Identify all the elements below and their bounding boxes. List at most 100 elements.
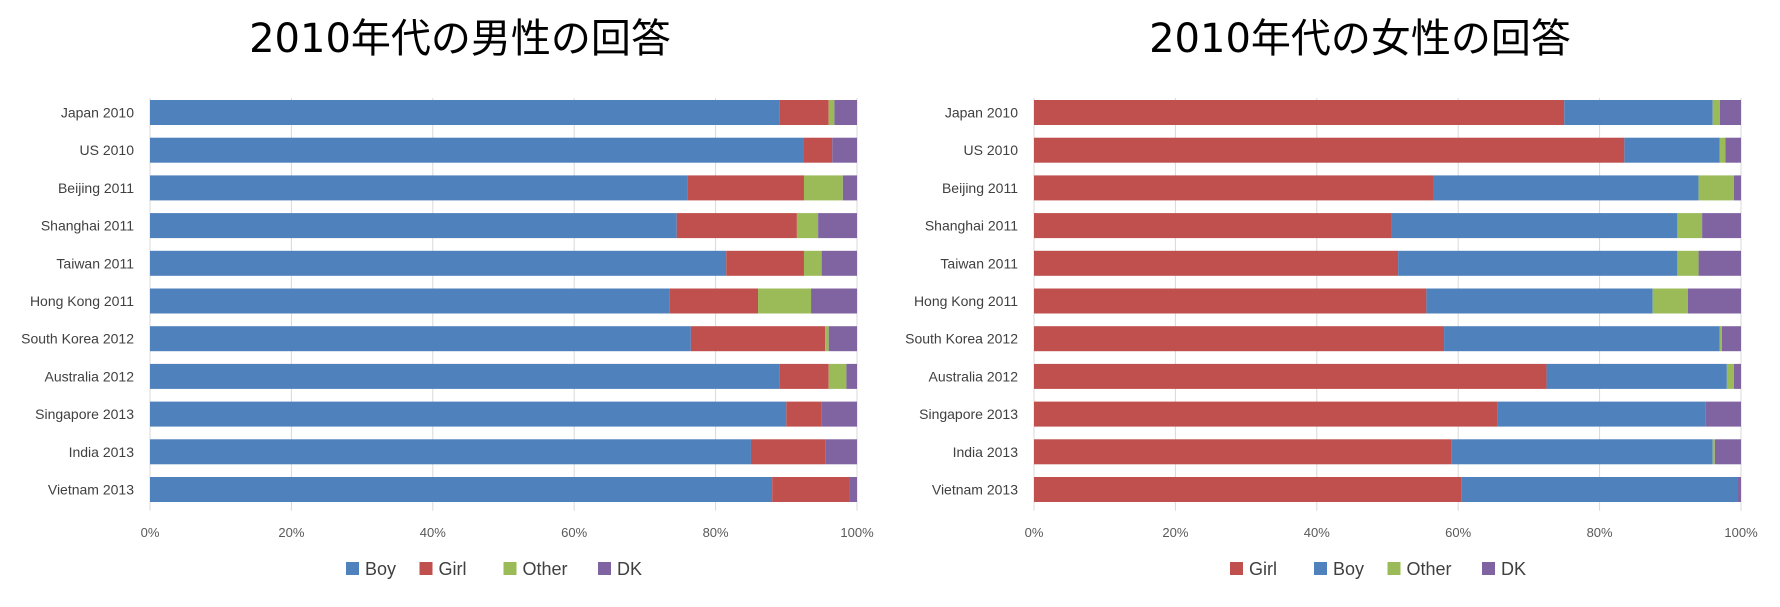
category-label: Shanghai 2011 [41, 218, 134, 234]
legend-label: Other [1407, 559, 1452, 579]
bar-segment-dk [1698, 250, 1741, 276]
x-tick-label: 20% [278, 525, 304, 540]
bar-segment-other [758, 288, 812, 314]
bar-segment-boy [150, 439, 751, 465]
category-label: Taiwan 2011 [940, 255, 1018, 271]
bar-segment-dk [1721, 326, 1741, 352]
bar-segment-girl [1034, 250, 1399, 276]
bar-segment-girl [669, 288, 759, 314]
legend-swatch [503, 562, 517, 575]
category-label: Vietnam 2013 [932, 482, 1018, 498]
legend-label: Girl [439, 559, 467, 579]
bar-segment-girl [750, 439, 826, 465]
bar-segment-girl [1034, 288, 1427, 314]
bar-segment-other [825, 326, 829, 352]
x-tick-label: 100% [840, 525, 874, 540]
legend-swatch [419, 562, 433, 575]
bar-segment-boy [1497, 401, 1706, 427]
bar-segment-boy [1564, 100, 1713, 125]
bar-segment-other [1719, 137, 1726, 163]
bar-segment-dk [849, 477, 857, 502]
bar-segment-boy [150, 175, 688, 201]
category-label: Vietnam 2013 [48, 482, 134, 498]
bar-segment-boy [150, 326, 691, 352]
category-label: US 2010 [964, 142, 1019, 158]
bar-segment-dk [1687, 288, 1741, 314]
bar-segment-other [828, 100, 835, 125]
legend-swatch [346, 562, 359, 575]
legend-label: Boy [1333, 559, 1364, 579]
bar-segment-boy [1426, 288, 1653, 314]
chart-1: 2010年代の男性の回答 0% 20% 40% 60% 80% 100% Japan 2010… [21, 16, 874, 579]
category-label: Taiwan 2011 [56, 255, 134, 271]
category-label: Hong Kong 2011 [30, 293, 134, 309]
bar-segment-boy [1433, 175, 1699, 201]
category-label: India 2013 [69, 444, 135, 460]
category-label: Beijing 2011 [58, 180, 134, 196]
bar-segment-dk [1725, 137, 1741, 163]
x-tick-label: 40% [420, 525, 446, 540]
x-tick-label: 80% [1587, 525, 1613, 540]
bar-segment-boy [1461, 477, 1738, 502]
bar-segment-girl [1034, 175, 1434, 201]
legend-label: DK [1501, 559, 1526, 579]
bar-segment-boy [1451, 439, 1713, 465]
category-label: US 2010 [80, 142, 135, 158]
bar-segment-dk [828, 326, 857, 352]
bar-segment-dk [834, 100, 857, 125]
legend-swatch [598, 562, 611, 575]
bar-segment-dk [1733, 363, 1741, 389]
legend: Boy Girl Other DK [346, 559, 642, 579]
bar-segment-girl [1034, 363, 1547, 389]
x-tick-label: 80% [703, 525, 729, 540]
legend-swatch [1230, 562, 1243, 575]
bar-segment-girl [1034, 401, 1498, 427]
category-label: India 2013 [953, 444, 1019, 460]
bar-segment-other [803, 250, 822, 276]
x-tick-label: 60% [1445, 525, 1471, 540]
bar-segment-boy [1398, 250, 1678, 276]
bar-segment-girl [1034, 477, 1462, 502]
bar-segment-girl [676, 213, 797, 239]
bar-segment-girl [690, 326, 826, 352]
bar-segment-other [803, 175, 843, 201]
category-label: Singapore 2013 [919, 406, 1018, 422]
bar-segment-girl [803, 137, 833, 163]
bar-segment-girl [1034, 326, 1445, 352]
legend-swatch [1314, 562, 1327, 575]
bar-segment-girl [1034, 213, 1392, 239]
bar-segment-other [1677, 250, 1699, 276]
category-label: Beijing 2011 [942, 180, 1018, 196]
x-tick-label: 20% [1162, 525, 1188, 540]
bar-segment-other [828, 363, 847, 389]
bar-segment-boy [150, 213, 677, 239]
bar-segment-boy [150, 477, 773, 502]
bar-segment-boy [150, 288, 670, 314]
bar-segment-other [796, 213, 819, 239]
category-label: Japan 2010 [61, 105, 134, 121]
bar-segment-girl [1034, 137, 1625, 163]
x-tick-label: 0% [1025, 525, 1044, 540]
category-label: Australia 2012 [928, 368, 1018, 384]
bar-segment-girl [779, 100, 829, 125]
x-tick-label: 40% [1304, 525, 1330, 540]
legend-label: Boy [365, 559, 396, 579]
bar-segment-other [1677, 213, 1703, 239]
category-label: Japan 2010 [945, 105, 1018, 121]
chart-title: 2010年代の女性の回答 [1149, 16, 1571, 62]
bar-segment-girl [726, 250, 804, 276]
x-tick-label: 0% [141, 525, 160, 540]
category-label: South Korea 2012 [905, 331, 1018, 347]
category-label: Australia 2012 [44, 368, 134, 384]
bar-segment-boy [150, 401, 787, 427]
legend-label: Other [523, 559, 568, 579]
bar-segment-girl [786, 401, 822, 427]
x-tick-label: 100% [1724, 525, 1758, 540]
bar-segment-girl [687, 175, 804, 201]
legend-label: DK [617, 559, 642, 579]
chart-title: 2010年代の男性の回答 [249, 16, 671, 62]
bar-segment-dk [842, 175, 857, 201]
legend-swatch [1482, 562, 1495, 575]
bar-segment-boy [150, 100, 780, 125]
